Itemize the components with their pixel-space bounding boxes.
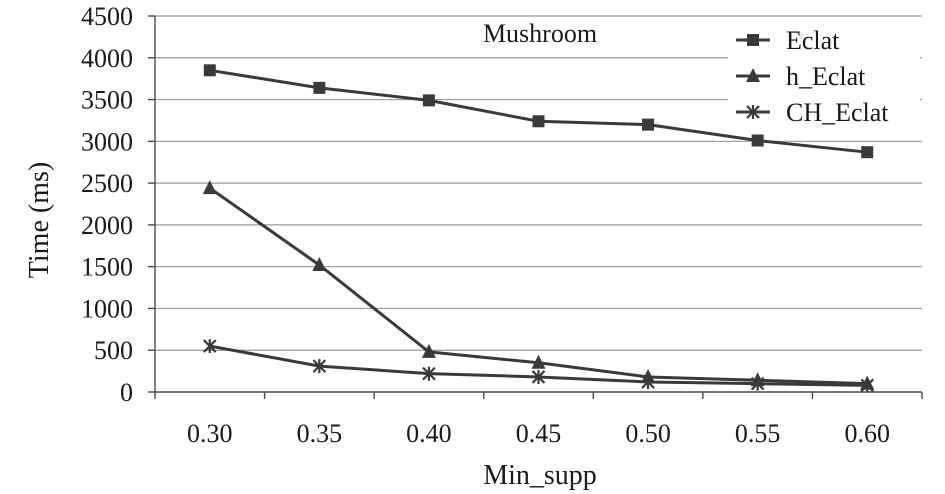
legend-label: h_Eclat [786, 62, 866, 91]
legend-marker-eclat [747, 34, 759, 46]
x-tick-labels: 0.30 0.35 0.40 0.45 0.50 0.55 0.60 [187, 419, 890, 448]
y-tick-label: 3500 [81, 86, 133, 115]
y-tick-label: 2500 [81, 169, 133, 198]
x-tick-label: 0.30 [187, 419, 233, 448]
y-tick-label: 0 [120, 378, 133, 407]
y-axis-label: Time (ms) [24, 162, 55, 278]
series-ch-eclat [203, 339, 874, 393]
data-point-eclat [861, 146, 874, 159]
series-group [202, 64, 875, 393]
y-tick-labels: 0 500 1000 1500 2000 2500 3000 3500 4000 4500 [81, 2, 133, 407]
data-point-ch-eclat [860, 378, 874, 393]
data-point-eclat [751, 134, 764, 147]
x-axis-label: Min_supp [483, 460, 597, 491]
series-line-h-eclat [208, 186, 868, 386]
data-point-ch-eclat [422, 366, 436, 381]
legend-marker-h-eclat [746, 68, 760, 82]
data-point-ch-eclat [641, 374, 655, 389]
y-tick-label: 1000 [81, 294, 133, 323]
axes [148, 15, 923, 399]
data-point-h-eclat [312, 256, 327, 271]
data-point-h-eclat [202, 180, 217, 195]
data-point-eclat [642, 118, 655, 131]
series-h-eclat [202, 180, 875, 390]
x-tick-label: 0.60 [844, 419, 890, 448]
x-tick-label: 0.55 [735, 419, 781, 448]
data-point-ch-eclat [203, 339, 217, 354]
data-point-ch-eclat [312, 359, 327, 374]
chart-title: Mushroom [483, 19, 597, 48]
y-tick-label: 500 [94, 336, 133, 365]
legend: Eclat h_Eclat CH_Eclat [728, 20, 920, 132]
y-tick-label: 2000 [81, 211, 133, 240]
y-tick-label: 1500 [81, 253, 133, 282]
legend-marker-ch-eclat [746, 105, 760, 119]
legend-label: Eclat [786, 26, 840, 55]
grid-lines [155, 15, 922, 351]
data-point-eclat [203, 64, 216, 77]
legend-item-eclat: Eclat [736, 26, 840, 55]
y-tick-label: 4500 [81, 2, 133, 31]
data-point-h-eclat [421, 343, 436, 358]
x-tick-label: 0.50 [625, 419, 671, 448]
legend-item-ch-eclat: CH_Eclat [736, 98, 889, 127]
x-tick-label: 0.45 [516, 419, 562, 448]
data-point-eclat [422, 94, 435, 107]
legend-label: CH_Eclat [786, 98, 889, 127]
series-eclat [203, 64, 874, 159]
data-point-ch-eclat [531, 369, 546, 384]
data-point-eclat [313, 81, 326, 94]
y-tick-label: 4000 [81, 44, 133, 73]
x-tick-label: 0.40 [406, 419, 452, 448]
y-tick-label: 3000 [81, 127, 133, 156]
legend-item-h-eclat: h_Eclat [736, 62, 866, 91]
data-point-eclat [532, 115, 545, 128]
x-tick-label: 0.35 [297, 419, 343, 448]
data-point-h-eclat [531, 354, 546, 369]
data-point-ch-eclat [750, 376, 765, 391]
